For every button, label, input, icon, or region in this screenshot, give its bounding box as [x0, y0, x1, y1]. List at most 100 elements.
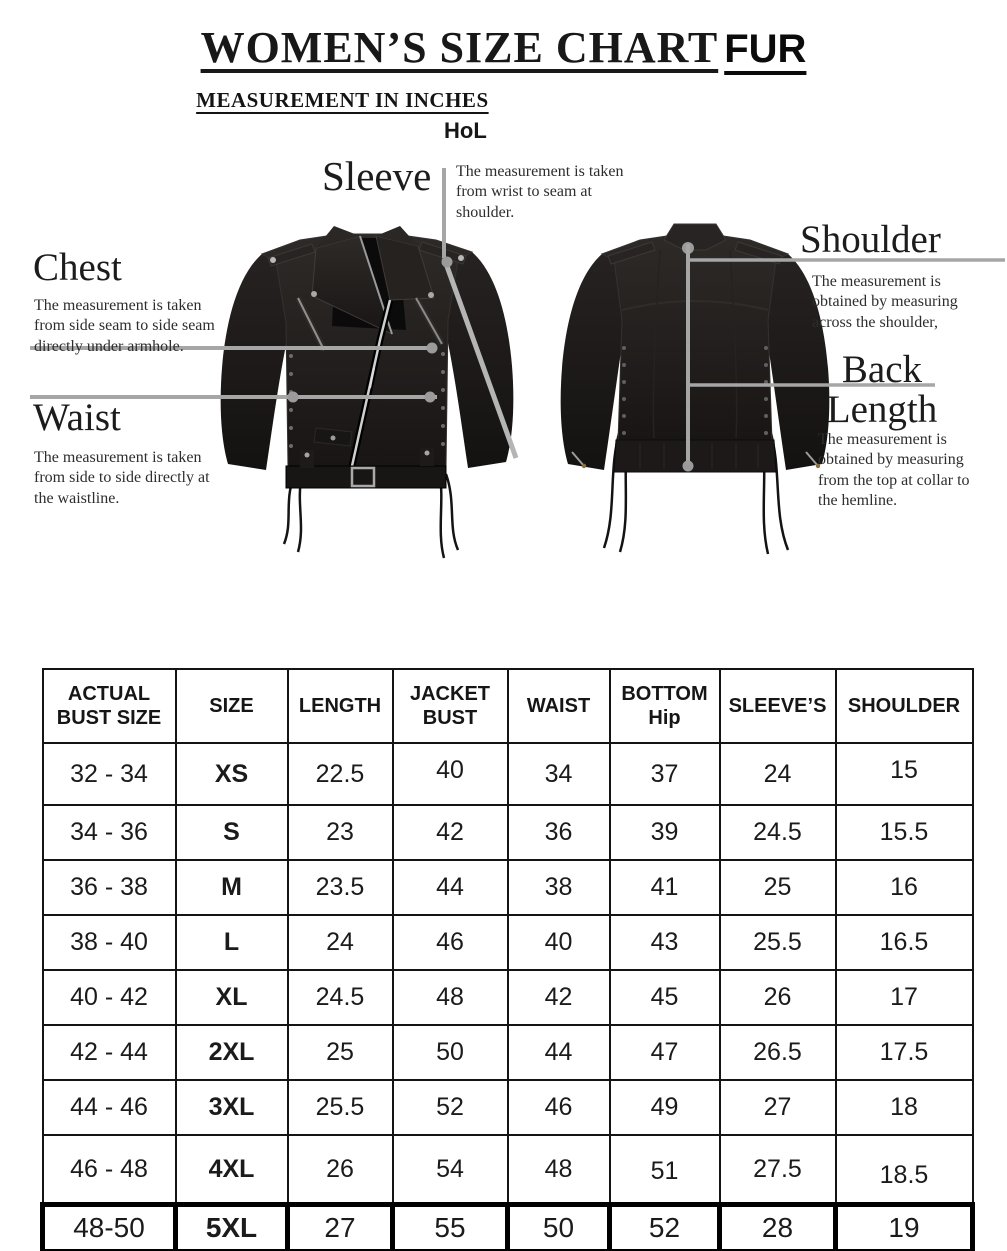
table-cell: 42 - 44: [41, 1024, 177, 1081]
table-cell: 42: [391, 804, 509, 861]
table-cell: 15.5: [834, 804, 974, 861]
table-cell: 17: [834, 969, 974, 1026]
size-table: ACTUAL BUST SIZE SIZE LENGTH JACKET BUST…: [40, 668, 975, 1251]
table-cell: 18.5: [834, 1134, 974, 1206]
sleeve-description: The measurement is taken from wrist to s…: [456, 163, 624, 221]
table-cell: 44: [391, 859, 509, 916]
header-shoulder: SHOULDER: [834, 668, 974, 744]
table-row: 42 - 44 2XL 25 50 44 47 26.5 17.5: [41, 1024, 974, 1081]
table-cell: 3XL: [174, 1079, 289, 1136]
table-cell: 46: [506, 1079, 611, 1136]
table-cell: M: [174, 859, 289, 916]
header-jacket-bust: JACKET BUST: [391, 668, 509, 744]
shoulder-label: Shoulder: [800, 218, 941, 261]
back-length-label: Back Length: [826, 348, 938, 431]
back-length-description: The measurement is obtained by measuring…: [818, 431, 970, 510]
table-cell: 50: [505, 1202, 612, 1251]
page-title-suffix: FUR: [724, 27, 807, 71]
table-cell: 26: [286, 1134, 394, 1206]
header-length: LENGTH: [286, 668, 394, 744]
table-cell: 49: [608, 1079, 721, 1136]
table-row: 40 - 42 XL 24.5 48 42 45 26 17: [41, 969, 974, 1026]
table-cell: 38 - 40: [41, 914, 177, 971]
table-cell: 40: [506, 914, 611, 971]
table-cell: L: [174, 914, 289, 971]
table-cell: 51: [608, 1134, 721, 1206]
jacket-back-illustration: [560, 223, 830, 555]
table-cell: 23: [286, 804, 394, 861]
header-size: SIZE: [174, 668, 289, 744]
header-actual-bust-size: ACTUAL BUST SIZE: [41, 668, 177, 744]
table-cell: 40 - 42: [41, 969, 177, 1026]
table-cell: 42: [506, 969, 611, 1026]
header-waist: WAIST: [506, 668, 611, 744]
jacket-front-illustration: [220, 226, 514, 559]
table-cell: 55: [390, 1202, 510, 1251]
table-cell: 40: [391, 742, 509, 806]
table-cell: 26: [718, 969, 837, 1026]
table-cell: 16: [834, 859, 974, 916]
page-header: WOMEN’S SIZE CHART FUR: [0, 22, 1007, 73]
table-cell: 44 - 46: [41, 1079, 177, 1136]
table-cell: 22.5: [286, 742, 394, 806]
table-row: 46 - 48 4XL 26 54 48 51 27.5 18.5: [41, 1134, 974, 1206]
table-cell: 41: [608, 859, 721, 916]
table-cell: 48-50: [40, 1202, 178, 1251]
table-cell: 25.5: [718, 914, 837, 971]
table-cell: 5XL: [173, 1202, 290, 1251]
waist-description: The measurement is taken from side to si…: [34, 449, 210, 507]
page-subtitle: MEASUREMENT IN INCHES: [196, 88, 489, 112]
table-cell: 24: [286, 914, 394, 971]
table-cell: 25.5: [286, 1079, 394, 1136]
table-cell: 54: [391, 1134, 509, 1206]
table-row: 36 - 38 M 23.5 44 38 41 25 16: [41, 859, 974, 916]
table-cell: 24: [718, 742, 837, 806]
table-cell: XS: [174, 742, 289, 806]
table-cell: 2XL: [174, 1024, 289, 1081]
table-cell: 46 - 48: [41, 1134, 177, 1206]
page-title: WOMEN’S SIZE CHART: [200, 23, 719, 72]
table-cell: 4XL: [174, 1134, 289, 1206]
table-cell: 36: [506, 804, 611, 861]
table-header-row: ACTUAL BUST SIZE SIZE LENGTH JACKET BUST…: [41, 668, 974, 744]
table-cell: 26.5: [718, 1024, 837, 1081]
table-cell: 15: [834, 742, 974, 806]
table-row: 48-50 5XL 27 55 50 52 28 19: [40, 1202, 975, 1251]
table-cell: 25: [286, 1024, 394, 1081]
chest-description: The measurement is taken from side seam …: [34, 297, 215, 355]
table-row: 34 - 36 S 23 42 36 39 24.5 15.5: [41, 804, 974, 861]
table-cell: 19: [833, 1202, 975, 1251]
table-cell: 43: [608, 914, 721, 971]
table-cell: S: [174, 804, 289, 861]
table-cell: 46: [391, 914, 509, 971]
table-cell: 48: [391, 969, 509, 1026]
shoulder-description: The measurement is obtained by measuring…: [812, 273, 958, 331]
table-cell: 34: [506, 742, 611, 806]
chest-label: Chest: [33, 246, 122, 289]
waist-label: Waist: [33, 396, 121, 439]
table-cell: 25: [718, 859, 837, 916]
table-cell: 27: [285, 1202, 395, 1251]
table-cell: 45: [608, 969, 721, 1026]
table-cell: 50: [391, 1024, 509, 1081]
sleeve-label: Sleeve: [322, 153, 432, 199]
table-row: 38 - 40 L 24 46 40 43 25.5 16.5: [41, 914, 974, 971]
table-cell: 16.5: [834, 914, 974, 971]
table-row: 44 - 46 3XL 25.5 52 46 49 27 18: [41, 1079, 974, 1136]
table-cell: 52: [391, 1079, 509, 1136]
table-cell: 28: [717, 1202, 838, 1251]
table-cell: 32 - 34: [41, 742, 177, 806]
table-cell: 24.5: [718, 804, 837, 861]
table-cell: 23.5: [286, 859, 394, 916]
table-cell: 37: [608, 742, 721, 806]
table-cell: 27.5: [718, 1134, 837, 1206]
table-cell: 27: [718, 1079, 837, 1136]
header-sleeves: SLEEVE’S: [718, 668, 837, 744]
table-cell: 47: [608, 1024, 721, 1081]
table-cell: 48: [506, 1134, 611, 1206]
table-row: 32 - 34 XS 22.5 40 34 37 24 15: [41, 742, 974, 806]
table-cell: XL: [174, 969, 289, 1026]
table-cell: 17.5: [834, 1024, 974, 1081]
table-cell: 38: [506, 859, 611, 916]
